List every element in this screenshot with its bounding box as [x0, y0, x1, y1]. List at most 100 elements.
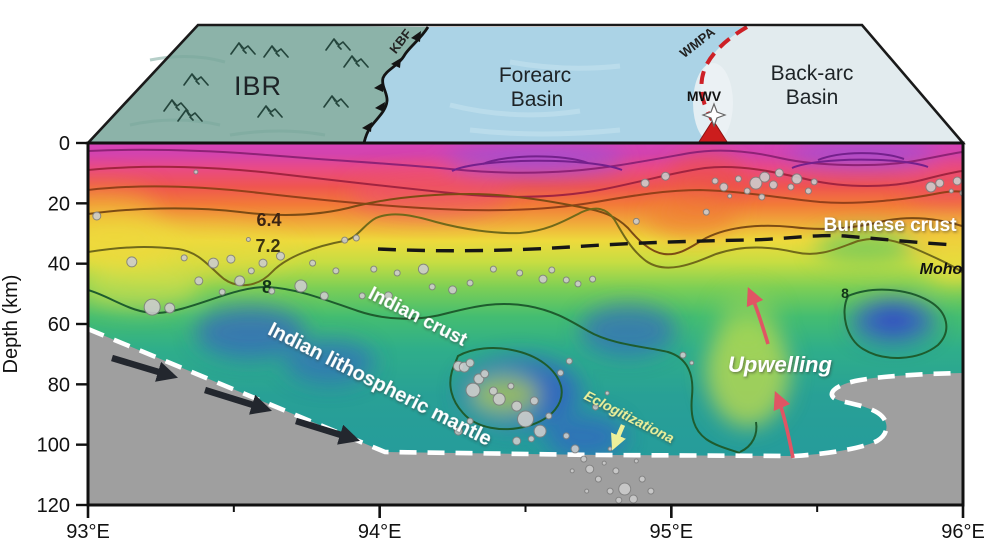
earthquake-marker	[218, 288, 226, 296]
earthquake-marker	[759, 171, 771, 183]
cross-section: 6.4 7.2 8 8	[86, 141, 965, 507]
mwv-volcano-label: MWV	[687, 88, 722, 104]
y-tick-label: 120	[37, 495, 70, 517]
earthquake-marker	[358, 292, 366, 300]
earthquake-marker	[226, 254, 236, 264]
moho-dashed-line	[377, 233, 957, 253]
earthquake-marker	[512, 436, 522, 446]
contour-label-8-small: 8	[841, 285, 849, 301]
earthquake-marker	[633, 458, 639, 464]
earthquake-marker	[774, 168, 784, 178]
y-tick-label: 100	[37, 435, 70, 457]
earthquake-marker	[268, 287, 276, 295]
earthquake-marker	[618, 482, 632, 496]
earthquake-marker	[294, 279, 308, 293]
earthquake-markers	[92, 168, 963, 504]
earthquake-marker	[417, 263, 429, 275]
slab-gray-region	[88, 329, 963, 505]
earthquake-marker	[194, 276, 204, 286]
earthquake-marker	[749, 176, 763, 190]
earthquake-marker	[489, 265, 497, 273]
earthquake-marker	[810, 178, 818, 186]
earthquake-marker	[679, 351, 687, 359]
earthquake-marker	[791, 173, 803, 185]
wmpa-fault-line	[699, 25, 749, 122]
x-axis-ticks: 93°E 94°E 95°E 96°E	[66, 505, 985, 543]
earthquake-marker	[734, 175, 742, 183]
axes: 0 20 40 60 80 100 120 93°E 94°E 95°E 96°E Depth (…	[0, 133, 985, 543]
earthquake-marker	[638, 475, 646, 483]
earthquake-marker	[234, 275, 246, 287]
earthquake-marker	[804, 187, 812, 195]
y-tick-label: 20	[48, 193, 70, 215]
y-tick-label: 60	[48, 314, 70, 336]
earthquake-marker	[207, 257, 219, 269]
earthquake-marker	[758, 193, 766, 201]
map-region-backarc	[701, 25, 963, 143]
map-region-ibr	[88, 25, 428, 143]
earthquake-marker	[538, 274, 548, 284]
earthquake-marker	[935, 178, 945, 188]
earthquake-marker	[164, 302, 176, 314]
earthquake-marker	[393, 269, 401, 277]
x-tick-label: 96°E	[941, 521, 985, 543]
earthquake-marker	[574, 280, 582, 288]
y-axis-label: Depth (km)	[0, 275, 22, 374]
earthquake-marker	[948, 188, 954, 194]
map-label-backarc-line1: Back-arc	[771, 62, 854, 85]
y-tick-label: 40	[48, 254, 70, 276]
earthquake-marker	[632, 217, 640, 225]
earthquake-marker	[143, 298, 161, 316]
y-axis-ticks: 0 20 40 60 80 100 120	[37, 133, 88, 517]
earthquake-marker	[448, 285, 458, 295]
earthquake-marker	[247, 267, 255, 275]
earthquake-marker	[527, 435, 535, 443]
earthquake-marker	[319, 291, 329, 301]
earthquake-marker	[276, 251, 285, 261]
burmese-crust-label: Burmese crust	[823, 215, 957, 236]
eclogitization-arrow	[611, 424, 626, 451]
map-label-forearc-line1: Forearc	[499, 64, 571, 87]
earthquake-marker	[787, 183, 795, 191]
earthquake-marker	[511, 400, 523, 412]
volcano-star-icon	[701, 102, 727, 128]
earthquake-marker	[689, 360, 695, 366]
earthquake-marker	[517, 410, 534, 428]
earthquake-marker	[193, 169, 199, 175]
earthquake-marker	[612, 467, 620, 475]
earthquake-marker	[589, 275, 597, 283]
earthquake-marker	[592, 403, 599, 411]
earthquake-marker	[768, 180, 778, 190]
earthquake-marker	[702, 208, 710, 216]
earthquake-marker	[180, 254, 188, 262]
earthquake-marker	[607, 446, 613, 452]
earthquake-marker	[465, 382, 481, 398]
contour-label-6.4: 6.4	[256, 210, 281, 230]
y-tick-label: 0	[59, 133, 70, 155]
x-tick-label: 95°E	[650, 521, 694, 543]
earthquake-marker	[719, 182, 729, 192]
earthquake-marker	[453, 426, 463, 436]
contour-label-7.2: 7.2	[255, 236, 280, 256]
contour-lines	[88, 148, 963, 454]
map-label-backarc-line2: Basin	[786, 86, 839, 109]
earthquake-marker	[465, 358, 475, 368]
earthquake-marker	[352, 234, 360, 242]
earthquake-marker	[570, 444, 580, 454]
map-panel: IBR Forearc Basin Back-arc Basin KBF WMP…	[85, 23, 966, 146]
earthquake-marker	[492, 392, 506, 406]
earthquake-marker	[466, 279, 474, 287]
contour-label-8: 8	[262, 277, 272, 297]
earthquake-marker	[557, 369, 564, 377]
y-tick-label: 80	[48, 374, 70, 396]
earthquake-marker	[245, 237, 251, 242]
slab-top-dashed-line	[88, 326, 963, 459]
x-tick-label: 94°E	[358, 521, 402, 543]
moho-label: Moho	[920, 261, 963, 278]
earthquake-marker	[925, 181, 937, 193]
map-label-forearc-line2: Basin	[511, 88, 564, 111]
forearc-texture	[449, 59, 621, 137]
earthquake-marker	[383, 291, 393, 301]
earthquake-marker	[562, 432, 570, 440]
earthquake-marker	[647, 487, 655, 495]
